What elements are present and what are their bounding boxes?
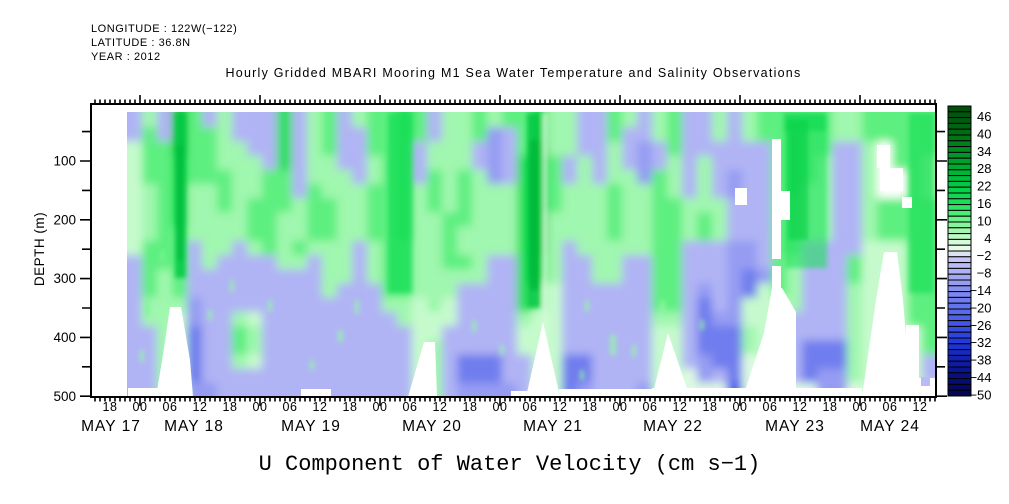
svg-text:MAY 18: MAY 18 [164,418,224,435]
svg-text:06: 06 [163,400,178,414]
svg-text:18: 18 [103,400,118,414]
svg-text:34: 34 [977,144,991,159]
svg-text:200: 200 [53,212,76,227]
svg-text:−8: −8 [977,266,992,281]
svg-text:06: 06 [523,400,538,414]
svg-text:−32: −32 [969,335,991,350]
svg-text:12: 12 [913,400,928,414]
svg-text:06: 06 [643,400,658,414]
svg-text:18: 18 [583,400,598,414]
svg-text:06: 06 [283,400,298,414]
svg-text:16: 16 [977,196,991,211]
svg-text:400: 400 [53,330,76,345]
svg-text:−26: −26 [969,318,991,333]
svg-text:−20: −20 [969,300,991,315]
svg-text:500: 500 [53,389,76,404]
svg-text:18: 18 [823,400,838,414]
svg-text:00: 00 [493,400,508,414]
svg-text:00: 00 [853,400,868,414]
svg-text:00: 00 [733,400,748,414]
svg-text:12: 12 [193,400,208,414]
svg-text:DEPTH (m): DEPTH (m) [32,212,47,286]
svg-text:300: 300 [53,271,76,286]
svg-text:28: 28 [977,161,991,176]
svg-text:00: 00 [253,400,268,414]
svg-text:−44: −44 [969,370,991,385]
svg-text:MAY 22: MAY 22 [643,418,703,435]
svg-text:18: 18 [343,400,358,414]
svg-text:MAY 21: MAY 21 [523,418,583,435]
svg-text:12: 12 [313,400,328,414]
svg-text:00: 00 [373,400,388,414]
svg-text:12: 12 [793,400,808,414]
svg-text:MAY 19: MAY 19 [281,418,341,435]
svg-text:4: 4 [984,231,991,246]
svg-text:10: 10 [977,213,991,228]
svg-text:MAY 17: MAY 17 [81,418,141,435]
svg-text:40: 40 [977,126,991,141]
svg-text:−38: −38 [969,353,991,368]
svg-text:22: 22 [977,179,991,194]
svg-text:−50: −50 [969,387,991,402]
svg-text:−14: −14 [969,283,991,298]
svg-text:MAY 23: MAY 23 [765,418,825,435]
svg-text:MAY 24: MAY 24 [860,418,920,435]
svg-text:06: 06 [763,400,778,414]
svg-text:12: 12 [673,400,688,414]
svg-text:100: 100 [53,154,76,169]
svg-text:18: 18 [223,400,238,414]
svg-text:12: 12 [553,400,568,414]
svg-text:18: 18 [703,400,718,414]
svg-text:−2: −2 [977,248,992,263]
svg-text:MAY 20: MAY 20 [402,418,462,435]
svg-text:06: 06 [403,400,418,414]
svg-text:46: 46 [977,109,991,124]
svg-text:00: 00 [613,400,628,414]
svg-text:06: 06 [883,400,898,414]
svg-text:00: 00 [133,400,148,414]
svg-text:18: 18 [463,400,478,414]
svg-text:12: 12 [433,400,448,414]
